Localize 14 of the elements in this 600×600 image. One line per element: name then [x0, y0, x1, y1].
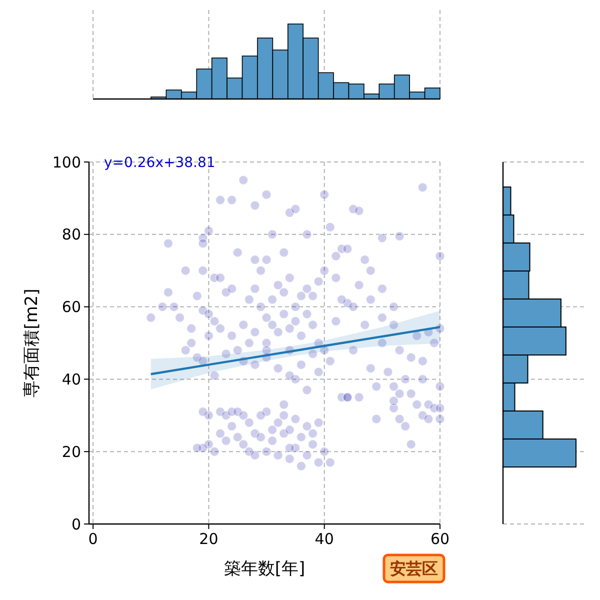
annotation: y=0.26x+38.81: [104, 155, 216, 171]
x-tick-label: 60: [430, 530, 450, 548]
y-tick-label: 40: [62, 370, 81, 388]
y-tick-label: 60: [62, 298, 81, 316]
text: 安芸区: [390, 559, 438, 578]
x-tick-label: 0: [88, 530, 98, 548]
x-tick-label: 20: [199, 530, 218, 548]
y-tick-label: 20: [62, 442, 81, 461]
y-tick-label: 0: [71, 515, 81, 534]
y-tick-label: 80: [62, 226, 81, 244]
x-tick-label: 40: [314, 530, 334, 548]
x-axis-title: 築年数[年]: [224, 559, 306, 579]
y-tick-label: 100: [52, 153, 81, 172]
y-axis-title: 専有面積[m2]: [22, 288, 42, 398]
